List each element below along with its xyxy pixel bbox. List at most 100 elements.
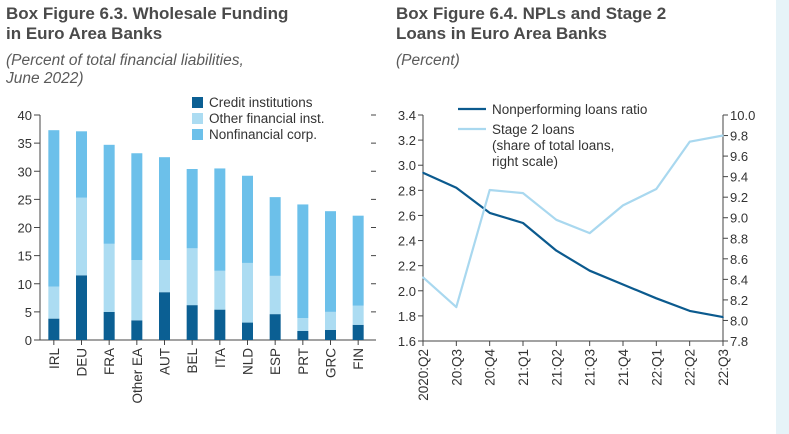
right-chart-title: Box Figure 6.4. NPLs and Stage 2 Loans i… <box>396 4 756 44</box>
stage2-point <box>455 306 458 308</box>
right-chart-x-tick-label: 20:Q4 <box>483 349 498 386</box>
stage2-point <box>488 189 491 191</box>
bar-segment-nonfinancial-corp <box>186 169 198 249</box>
bar-segment-nonfinancial-corp <box>159 157 170 261</box>
bar-segment-nonfinancial-corp <box>269 197 281 276</box>
bar-segment-credit-institutions <box>159 292 170 340</box>
npl-point <box>488 212 491 214</box>
right-chart-x-tick-label: 21:Q1 <box>516 349 531 386</box>
right-chart-left-y-tick-label: 2.4 <box>398 234 416 249</box>
left-y-tick-label: 20 <box>18 221 32 236</box>
bar-segment-other-financial-inst <box>242 262 253 323</box>
npl-point <box>555 249 558 252</box>
right-chart-left-y-tick-label: 3.4 <box>398 108 416 123</box>
legend-label: Other financial inst. <box>209 111 325 126</box>
bar-segment-credit-institutions <box>242 322 253 340</box>
left-chart-title: Box Figure 6.3. Wholesale Funding in Eur… <box>6 4 376 44</box>
right-chart-x-tick-label: 22:Q3 <box>716 349 731 386</box>
left-chart-subtitle-line: (Percent of total financial liabilities, <box>6 52 244 69</box>
bar-segment-other-financial-inst <box>131 260 143 321</box>
left-x-tick-label: ESP <box>268 348 283 375</box>
bar-segment-nonfinancial-corp <box>214 168 226 271</box>
bar-segment-other-financial-inst <box>214 270 226 310</box>
right-chart-right-y-tick-label: 8.8 <box>730 231 748 246</box>
right-chart-left-y-tick-label: 2.0 <box>398 284 416 299</box>
stage2-point <box>688 140 691 143</box>
left-chart-title-line: Box Figure 6.3. Wholesale Funding <box>6 4 289 23</box>
bar-segment-nonfinancial-corp <box>325 211 336 312</box>
bar-segment-nonfinancial-corp <box>103 144 115 244</box>
right-chart-right-y-tick-label: 8.0 <box>730 313 748 328</box>
right-chart-right-y-tick-label: 9.0 <box>730 211 748 226</box>
legend-label-npl: Nonperforming loans ratio <box>492 102 647 117</box>
stage2-point <box>555 218 558 221</box>
npl-ratio-line <box>422 171 724 319</box>
right-chart-x-tick-label: 20:Q3 <box>449 349 464 386</box>
left-y-tick-label: 30 <box>18 164 32 179</box>
bar-segment-other-financial-inst <box>297 318 309 331</box>
left-x-tick-label: ITA <box>213 348 228 368</box>
right-chart-right-y-tick-label: 9.8 <box>730 129 748 144</box>
bar-segment-credit-institutions <box>269 314 281 340</box>
right-chart-title-line: Box Figure 6.4. NPLs and Stage 2 <box>396 4 667 23</box>
left-y-tick-label: 40 <box>18 108 32 123</box>
legend-label-stage2: right scale) <box>492 154 558 169</box>
left-y-tick-label: 5 <box>25 305 32 320</box>
stage2-point <box>655 188 658 190</box>
right-chart-x-tick-label: 22:Q2 <box>683 349 698 386</box>
right-chart-left-y-tick-label: 3.2 <box>398 133 416 148</box>
bar-segment-credit-institutions <box>214 309 226 340</box>
right-chart-left-y-tick-label: 2.2 <box>398 259 416 274</box>
right-chart-subtitle: (Percent) <box>396 52 696 70</box>
right-chart-right-y-tick-label: 7.8 <box>730 334 748 349</box>
left-x-tick-label: PRT <box>296 348 311 375</box>
bar-segment-nonfinancial-corp <box>297 204 309 319</box>
side-panel <box>776 0 789 434</box>
bar-segment-other-financial-inst <box>325 311 336 330</box>
npl-point <box>622 283 624 286</box>
bar-segment-credit-institutions <box>103 311 115 340</box>
left-x-tick-label: GRC <box>324 348 339 378</box>
stage2-point <box>588 232 591 234</box>
left-x-tick-label: IRL <box>47 348 62 370</box>
npl-point <box>688 310 691 312</box>
bar-segment-credit-institutions <box>186 305 198 340</box>
bar-segment-nonfinancial-corp <box>131 153 143 261</box>
right-chart-right-y-tick-label: 8.4 <box>730 272 748 287</box>
stage2-point <box>622 204 624 207</box>
bar-segment-other-financial-inst <box>352 305 364 325</box>
left-y-tick-label: 0 <box>25 333 32 348</box>
stage2-point <box>722 134 724 137</box>
legend-swatch <box>192 97 203 108</box>
right-chart-left-y-tick-label: 1.8 <box>398 309 416 324</box>
npl-point <box>422 171 424 174</box>
right-chart-title-line: Loans in Euro Area Banks <box>396 24 607 43</box>
right-chart-left-y-tick-label: 2.6 <box>398 208 416 223</box>
left-y-tick-label: 35 <box>18 136 32 151</box>
left-y-tick-label: 25 <box>18 192 32 207</box>
bar-segment-nonfinancial-corp <box>352 215 364 306</box>
legend-label: Credit institutions <box>209 95 313 110</box>
right-chart-right-y-tick-label: 9.6 <box>730 149 748 164</box>
bar-segment-credit-institutions <box>76 275 87 340</box>
left-x-tick-label: NLD <box>241 348 256 375</box>
right-chart-left-y-tick-label: 1.6 <box>398 334 416 349</box>
legend-swatch <box>192 129 203 140</box>
right-chart-right-y-tick-label: 9.4 <box>730 170 748 185</box>
right-chart-x-tick-label: 22:Q1 <box>649 349 664 386</box>
bar-segment-other-financial-inst <box>76 197 87 276</box>
legend-swatch <box>192 113 203 124</box>
left-x-tick-label: DEU <box>75 348 90 377</box>
stage2-loans-line <box>422 134 724 309</box>
left-chart-subtitle: (Percent of total financial liabilities,… <box>6 52 336 88</box>
right-chart-right-y-tick-label: 8.2 <box>730 293 748 308</box>
npl-point <box>588 269 591 272</box>
right-chart-x-tick-label: 2020:Q2 <box>416 349 431 401</box>
left-x-tick-label: AUT <box>158 348 173 375</box>
bar-segment-other-financial-inst <box>159 260 170 293</box>
legend-label-stage2: (share of total loans, <box>492 138 614 153</box>
bar-segment-other-financial-inst <box>103 243 115 312</box>
right-chart-right-y-tick-label: 8.6 <box>730 252 748 267</box>
bar-segment-nonfinancial-corp <box>76 131 87 198</box>
left-x-tick-label: BEL <box>185 348 200 374</box>
